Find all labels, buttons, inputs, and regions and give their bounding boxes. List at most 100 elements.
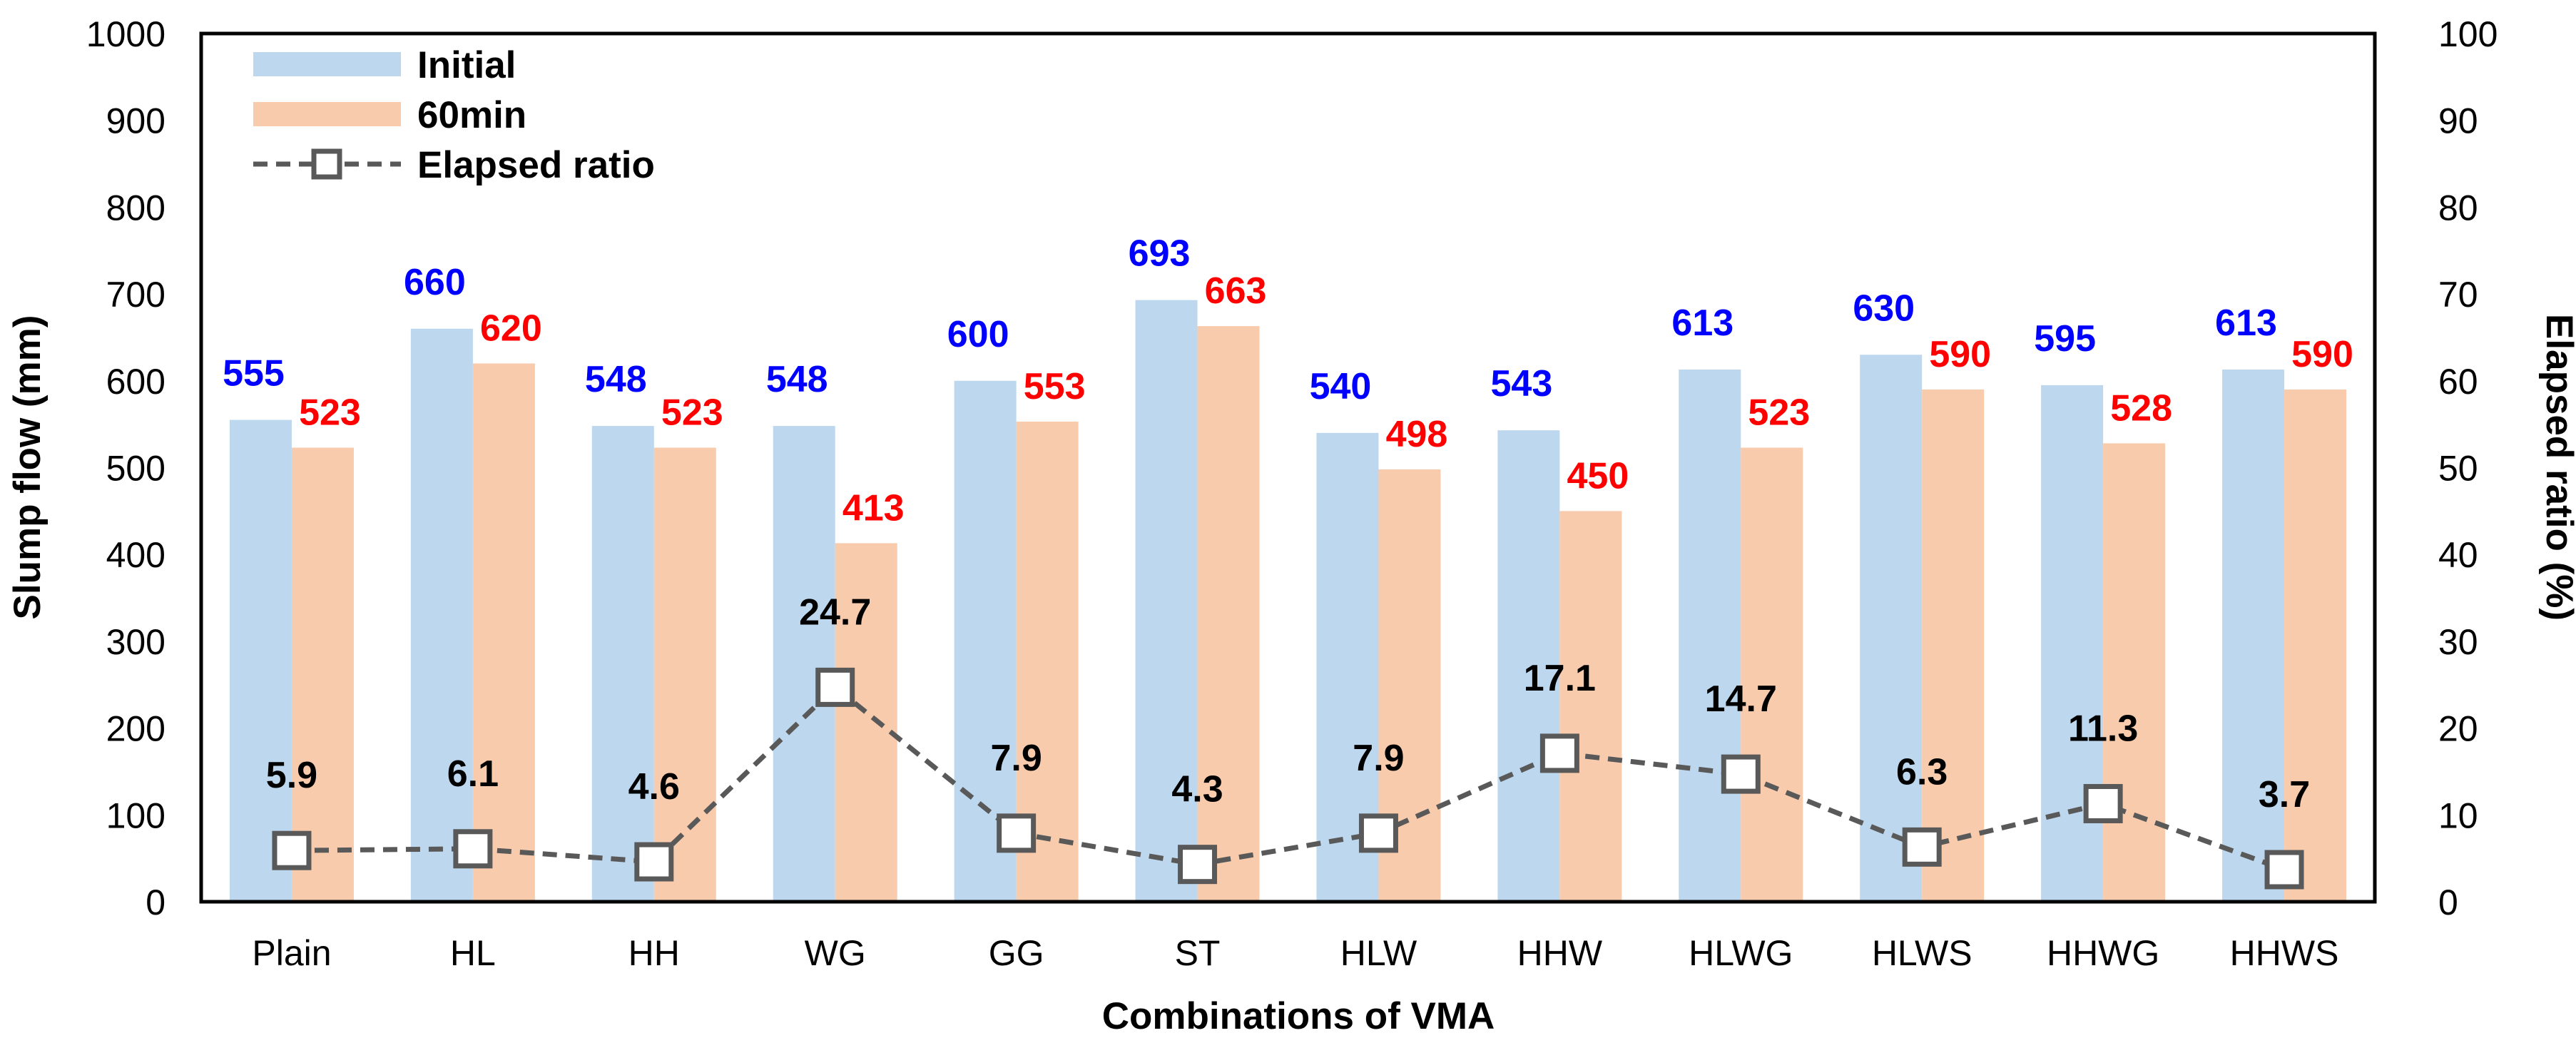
x-tick-label-hhwg: HHWG: [2047, 933, 2159, 973]
bar-60min-st: [1197, 326, 1260, 902]
x-tick-label-st: ST: [1175, 933, 1221, 973]
y2-tick-label: 10: [2438, 795, 2478, 835]
bar-60min-wg: [835, 543, 897, 902]
line-layer: [272, 667, 2304, 890]
x-tick-label-wg: WG: [805, 933, 866, 973]
y-tick-label: 700: [106, 275, 166, 315]
bar-60min-hhws: [2284, 389, 2347, 902]
x-tick-label-hlw: HLW: [1340, 933, 1417, 973]
y-tick-label: 800: [106, 188, 166, 228]
value-label-60min-hhws: 590: [2291, 334, 2353, 375]
value-label-elapsed-ratio-hhwg: 11.3: [2068, 708, 2138, 749]
value-label-initial-hlw: 540: [1310, 366, 1372, 407]
marker-elapsed-ratio-hh: [634, 842, 674, 882]
x-tick-label-hlwg: HLWG: [1689, 933, 1793, 973]
ticks-layer: 0 100 200 300 400 500 600 700 800 900 1000 0 10 20 30 4…: [86, 14, 2498, 973]
legend-label-60min: 60min: [417, 94, 526, 136]
value-label-elapsed-ratio-hlwg: 14.7: [1705, 678, 1777, 720]
value-label-initial-hhw: 543: [1490, 363, 1552, 405]
bar-60min-plain: [291, 447, 354, 902]
bar-60min-hlws: [1922, 389, 1985, 902]
value-label-initial-hhwg: 595: [2034, 318, 2096, 360]
value-label-60min-hhwg: 528: [2110, 387, 2172, 429]
y-tick-label: 200: [106, 709, 166, 749]
x-tick-label-hl: HL: [450, 933, 496, 973]
value-label-elapsed-ratio-hl: 6.1: [447, 753, 499, 795]
y2-tick-label: 50: [2438, 449, 2478, 489]
y-tick-label: 0: [146, 882, 166, 922]
value-label-elapsed-ratio-hhw: 17.1: [1524, 658, 1596, 699]
marker-elapsed-ratio-hlw: [1358, 813, 1398, 853]
legend-swatch-marker-elapsed-ratio: [311, 148, 342, 180]
value-label-elapsed-ratio-hh: 4.6: [628, 766, 680, 808]
value-label-60min-hl: 620: [480, 307, 542, 349]
x-tick-label-hh: HH: [628, 933, 680, 973]
value-label-60min-hhw: 450: [1567, 455, 1629, 497]
bars-layer: [229, 300, 2347, 902]
y2-tick-label: 80: [2438, 188, 2478, 228]
value-label-60min-gg: 553: [1024, 366, 1086, 407]
value-label-initial-hl: 660: [404, 262, 466, 303]
value-label-elapsed-ratio-hhws: 3.7: [2259, 774, 2310, 815]
value-label-initial-wg: 548: [766, 359, 828, 400]
bar-60min-hhwg: [2103, 443, 2166, 902]
y2-tick-label: 100: [2438, 14, 2498, 54]
marker-elapsed-ratio-wg: [815, 667, 855, 707]
value-label-60min-hlw: 498: [1386, 414, 1448, 455]
marker-elapsed-ratio-hhwg: [2083, 783, 2123, 823]
y2-tick-label: 60: [2438, 362, 2478, 402]
bar-60min-hh: [653, 447, 716, 902]
value-label-initial-st: 693: [1129, 233, 1191, 275]
y2-axis-title: Elapsed ratio (%): [2538, 314, 2576, 621]
y-tick-label: 500: [106, 449, 166, 489]
y-tick-label: 100: [106, 795, 166, 835]
bar-initial-hhws: [2222, 369, 2285, 902]
y2-tick-label: 70: [2438, 275, 2478, 315]
bar-initial-hlwg: [1679, 369, 1741, 902]
y-tick-label: 900: [106, 101, 166, 141]
legend-label-initial: Initial: [417, 44, 516, 86]
plot-frame: [199, 31, 2377, 904]
y2-tick-label: 20: [2438, 709, 2478, 749]
marker-elapsed-ratio-gg: [997, 813, 1037, 853]
bar-initial-hhw: [1497, 430, 1560, 902]
bar-initial-hh: [591, 426, 654, 902]
value-label-elapsed-ratio-gg: 7.9: [990, 738, 1042, 779]
value-label-elapsed-ratio-st: 4.3: [1171, 769, 1223, 810]
value-label-elapsed-ratio-hlws: 6.3: [1896, 751, 1948, 793]
marker-elapsed-ratio-hhw: [1539, 733, 1579, 773]
marker-elapsed-ratio-hl: [453, 829, 493, 869]
bar-60min-hlwg: [1741, 447, 1803, 902]
legend-swatch-60min: [253, 102, 401, 126]
bar-initial-st: [1135, 300, 1198, 902]
x-tick-label-gg: GG: [989, 933, 1044, 973]
marker-elapsed-ratio-hlws: [1902, 827, 1942, 867]
bar-initial-plain: [229, 419, 292, 902]
legend-swatch-initial: [253, 52, 401, 76]
y2-tick-label: 30: [2438, 622, 2478, 662]
y-tick-label: 1000: [86, 14, 166, 54]
value-label-initial-plain: 555: [223, 353, 285, 395]
value-label-60min-hlws: 590: [1929, 334, 1991, 375]
bar-initial-hhwg: [2041, 385, 2104, 902]
bar-60min-hhw: [1559, 511, 1622, 902]
labels-layer: 555 523 660 620 548 523 548 413 600 553 693 663 540 4…: [223, 233, 2353, 815]
bar-initial-wg: [773, 426, 835, 902]
value-label-60min-plain: 523: [299, 392, 361, 434]
y2-tick-label: 40: [2438, 535, 2478, 575]
value-label-initial-hlwg: 613: [1671, 302, 1734, 344]
line-elapsed-ratio: [291, 683, 2286, 872]
marker-elapsed-ratio-st: [1178, 845, 1218, 885]
value-label-60min-st: 663: [1205, 270, 1267, 312]
value-label-60min-hlwg: 523: [1748, 392, 1810, 434]
value-label-initial-hlws: 630: [1853, 288, 1915, 329]
y2-tick-label: 0: [2438, 882, 2458, 922]
value-label-elapsed-ratio-wg: 24.7: [799, 591, 871, 633]
value-label-60min-hh: 523: [661, 392, 723, 434]
value-label-initial-hh: 548: [585, 359, 647, 400]
x-axis-title: Combinations of VMA: [1102, 995, 1495, 1037]
marker-elapsed-ratio-hhws: [2264, 850, 2304, 890]
value-label-initial-gg: 600: [947, 314, 1009, 355]
x-tick-label-hlws: HLWS: [1872, 933, 1972, 973]
